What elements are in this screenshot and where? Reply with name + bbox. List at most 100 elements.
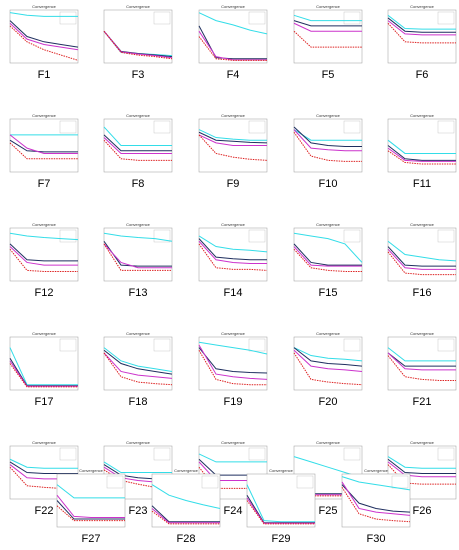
series-line — [387, 14, 456, 30]
series-line — [198, 131, 268, 144]
legend-box — [248, 447, 266, 461]
plot-frame — [103, 336, 173, 391]
plot-frame — [293, 227, 363, 282]
panel-title: Convergence — [221, 4, 246, 9]
series-line — [198, 12, 268, 35]
legend-box — [248, 11, 266, 25]
panel-caption: F4 — [227, 69, 240, 81]
panel-title: Convergence — [316, 440, 341, 445]
panel-title: Convergence — [410, 113, 435, 118]
series-line — [9, 139, 78, 153]
series-line — [198, 238, 267, 261]
series-line — [56, 494, 125, 518]
series-line — [198, 344, 268, 380]
series-line — [293, 22, 362, 32]
legend-box — [248, 120, 266, 134]
panel-caption: F15 — [319, 287, 338, 299]
series-line — [103, 243, 172, 269]
series-line — [103, 461, 172, 473]
series-line — [246, 497, 315, 524]
series-line — [198, 129, 267, 141]
series-line — [9, 363, 78, 388]
legend-box — [59, 338, 77, 352]
legend-box — [437, 11, 455, 25]
series-line — [293, 232, 363, 263]
panel-title: Convergence — [32, 4, 57, 9]
series-line — [198, 453, 267, 463]
series-line — [387, 17, 456, 33]
series-line — [387, 240, 457, 262]
series-line — [198, 36, 267, 61]
series-line — [198, 134, 267, 146]
panel-caption: F12 — [35, 287, 54, 299]
series-line — [293, 30, 362, 48]
series-line — [387, 352, 456, 371]
series-line — [9, 142, 78, 160]
series-line — [9, 134, 78, 154]
panel-title: Convergence — [126, 113, 151, 118]
panel-caption: F1 — [38, 69, 51, 81]
legend-box — [153, 120, 171, 134]
series-line — [103, 243, 172, 271]
series-line — [103, 352, 173, 379]
panel-caption: F23 — [129, 505, 148, 517]
series-line — [387, 139, 456, 154]
panel-caption: F27 — [82, 533, 101, 545]
series-line — [151, 510, 220, 525]
series-line — [293, 129, 362, 141]
legend-box — [391, 475, 409, 489]
series-line — [198, 240, 267, 265]
legend-box — [343, 229, 361, 243]
series-line — [56, 505, 125, 522]
legend-box — [59, 11, 77, 25]
legend-box — [437, 120, 455, 134]
series-line — [387, 352, 456, 367]
series-line — [387, 456, 456, 469]
series-line — [198, 30, 267, 61]
series-line — [103, 232, 173, 242]
series-line — [103, 30, 173, 60]
panel-title: Convergence — [174, 468, 199, 473]
legend-box — [248, 229, 266, 243]
series-line — [387, 248, 456, 270]
series-line — [293, 20, 362, 27]
legend-box — [343, 338, 361, 352]
series-line — [9, 22, 79, 51]
legend-box — [437, 447, 455, 461]
panel-title: Convergence — [126, 4, 151, 9]
panel-caption: F18 — [129, 396, 148, 408]
panel-title: Convergence — [316, 331, 341, 336]
series-line — [56, 500, 125, 520]
panel-title: Convergence — [32, 113, 57, 118]
series-line — [103, 240, 172, 267]
legend-box — [59, 447, 77, 461]
legend-box — [437, 229, 455, 243]
series-line — [9, 12, 78, 17]
series-line — [293, 243, 362, 266]
legend-box — [59, 120, 77, 134]
series-line — [293, 248, 362, 272]
panel-caption: F3 — [132, 69, 145, 81]
legend-box — [59, 229, 77, 243]
panel-caption: F26 — [413, 505, 432, 517]
panel-title: Convergence — [221, 222, 246, 227]
legend-box — [248, 338, 266, 352]
series-line — [198, 235, 268, 253]
series-line — [341, 486, 411, 523]
panel-title: Convergence — [32, 440, 57, 445]
panel-caption: F24 — [224, 505, 243, 517]
legend-box — [296, 475, 314, 489]
series-line — [341, 476, 411, 491]
series-line — [293, 349, 363, 372]
series-line — [9, 25, 79, 61]
panel-caption: F7 — [38, 178, 51, 190]
series-line — [293, 347, 363, 362]
series-line — [293, 347, 363, 367]
series-line — [9, 357, 78, 387]
series-line — [293, 129, 362, 152]
panel-title: Convergence — [32, 331, 57, 336]
panel-title: Convergence — [126, 222, 151, 227]
panel-title: Convergence — [316, 4, 341, 9]
series-line — [151, 484, 221, 509]
